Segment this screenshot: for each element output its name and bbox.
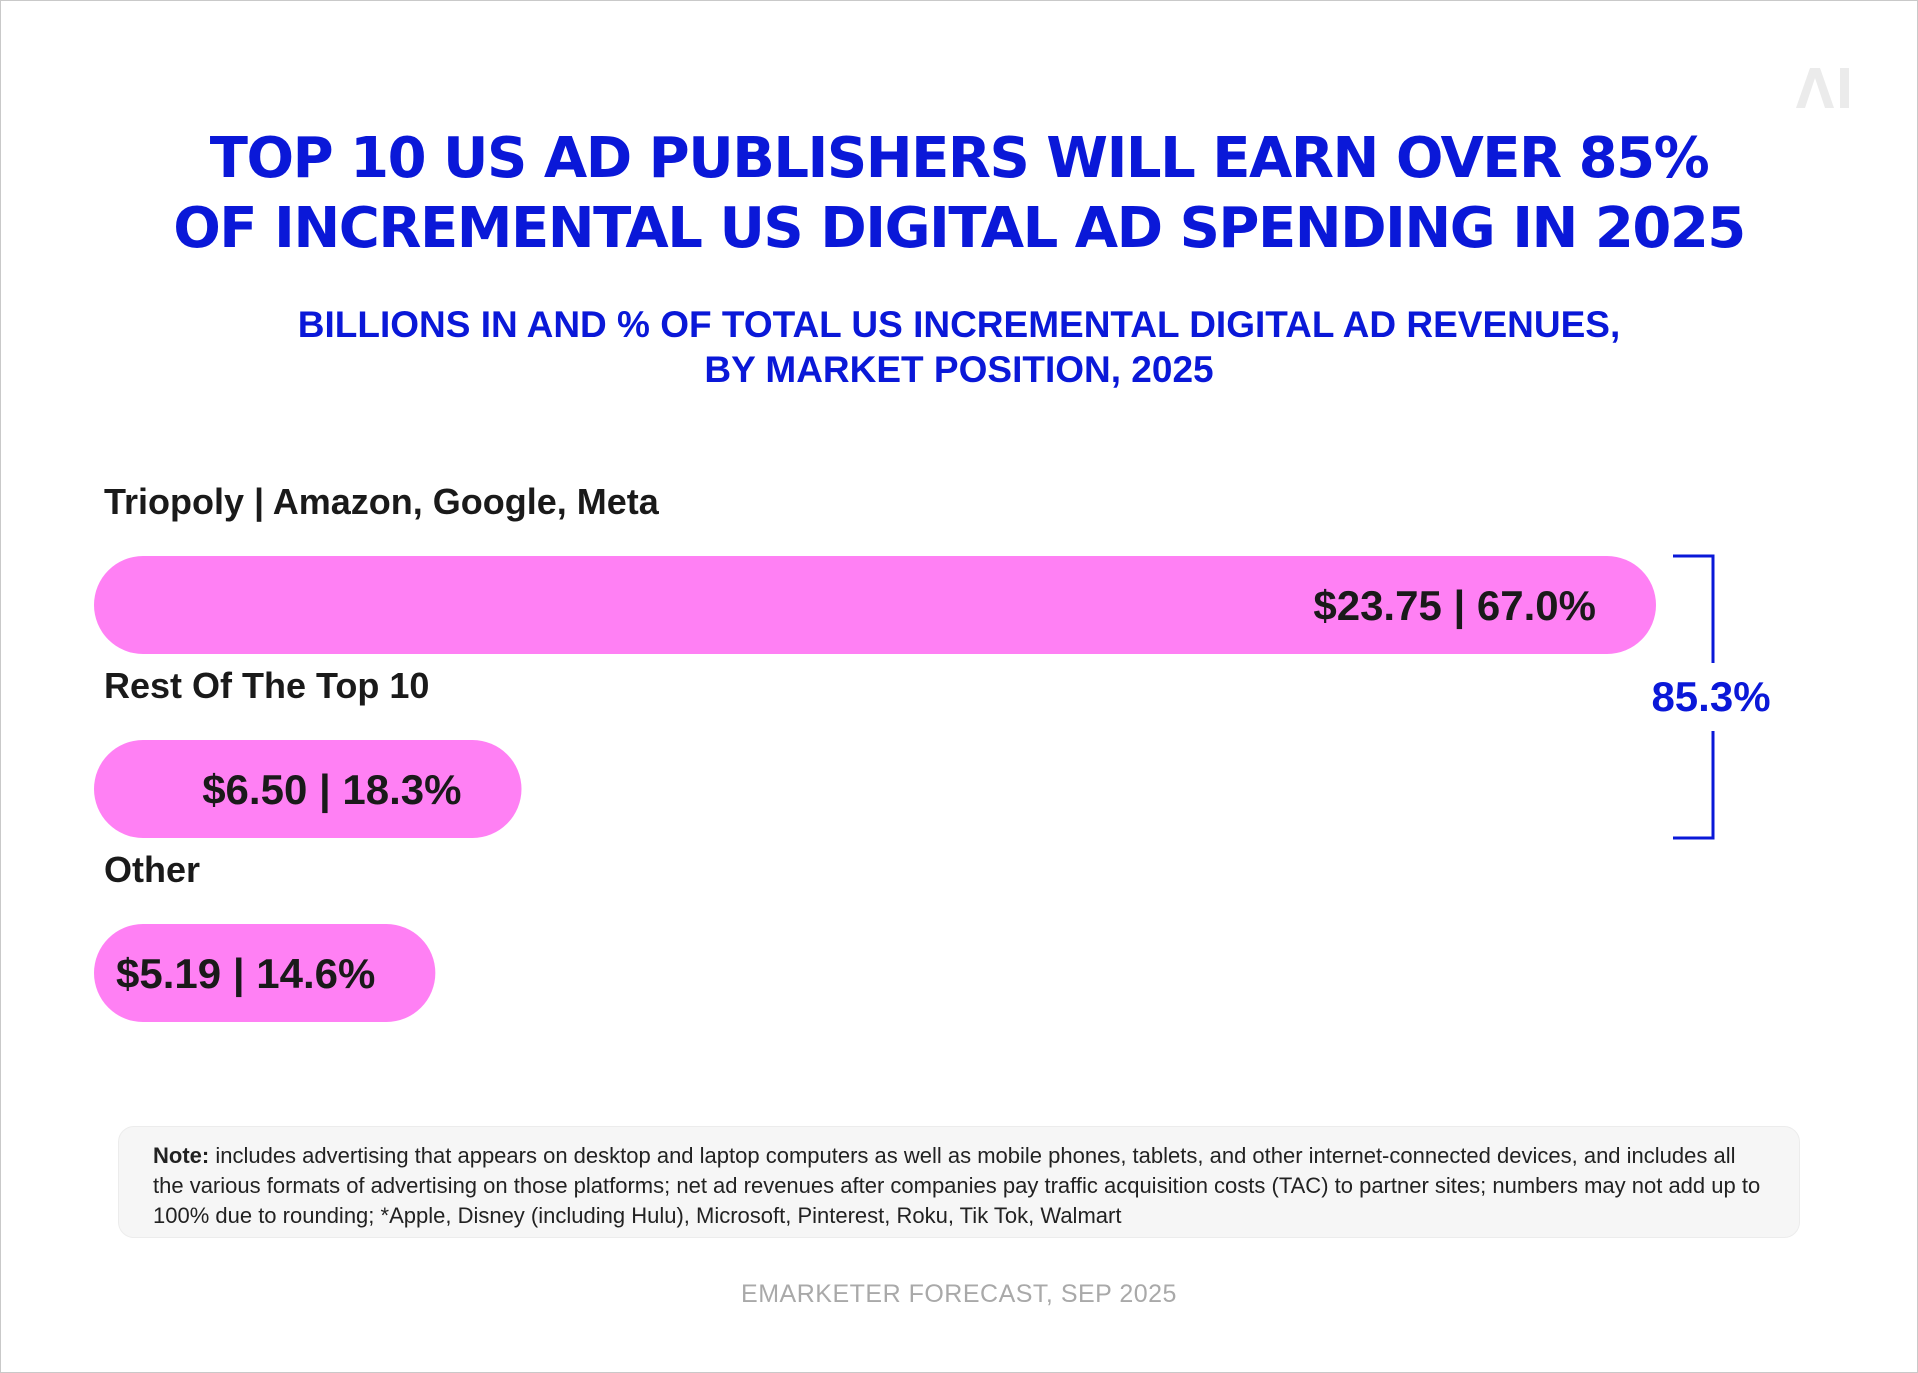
chart-subtitle-line-1: BILLIONS IN AND % OF TOTAL US INCREMENTA…: [297, 304, 1621, 345]
chart-subtitle: BILLIONS IN AND % OF TOTAL US INCREMENTA…: [0, 302, 1918, 392]
note-label: Note:: [153, 1143, 210, 1168]
chart-title-line-1: TOP 10 US AD PUBLISHERS WILL EARN OVER 8…: [209, 126, 1710, 191]
brand-logo-icon: [1796, 68, 1849, 108]
chart-title: TOP 10 US AD PUBLISHERS WILL EARN OVER 8…: [0, 124, 1918, 264]
chart-title-line-2: OF INCREMENTAL US DIGITAL AD SPENDING IN…: [173, 196, 1746, 261]
chart-subtitle-line-2: BY MARKET POSITION, 2025: [704, 349, 1214, 390]
note-text: includes advertising that appears on des…: [153, 1143, 1761, 1228]
source-credit: EMARKETER FORECAST, SEP 2025: [741, 1280, 1177, 1308]
note-box: Note: includes advertising that appears …: [118, 1126, 1800, 1238]
